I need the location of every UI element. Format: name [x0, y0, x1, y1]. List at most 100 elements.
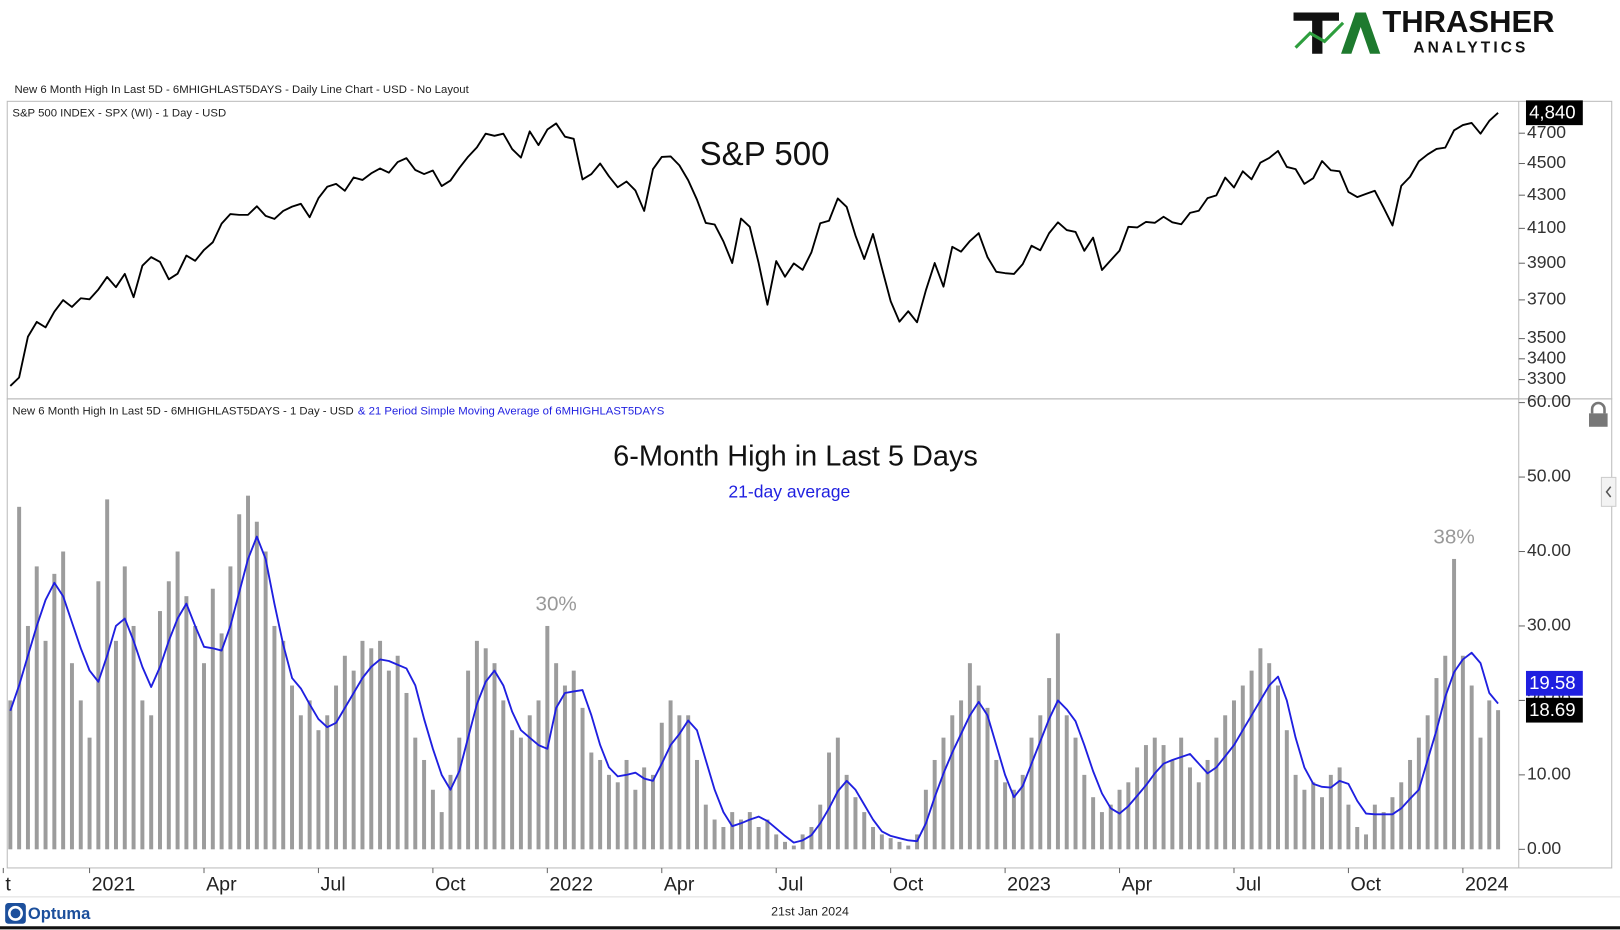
- y-tick-label: 3500: [1527, 327, 1566, 347]
- bar: [1143, 745, 1148, 850]
- bar: [1469, 685, 1474, 850]
- y-tick-label: 30.00: [1527, 615, 1571, 635]
- price-line: [9, 112, 1499, 387]
- bar: [1452, 558, 1457, 850]
- bar: [166, 581, 171, 850]
- collapse-tab[interactable]: [1600, 476, 1617, 507]
- bar: [1311, 782, 1316, 850]
- bar: [210, 588, 215, 850]
- bar: [422, 759, 427, 850]
- bar: [1073, 737, 1078, 850]
- bar: [61, 551, 66, 850]
- last-value-box: [1525, 697, 1583, 723]
- bar: [1443, 655, 1448, 850]
- bar: [316, 730, 321, 850]
- bar: [1293, 774, 1298, 850]
- annotation: 30%: [535, 593, 576, 616]
- bar: [439, 812, 444, 850]
- bar: [501, 700, 506, 850]
- bar: [25, 625, 30, 850]
- bar: [1099, 812, 1104, 850]
- bar: [1240, 685, 1245, 850]
- y-tick-label: 3300: [1527, 368, 1566, 388]
- x-tick-label: t: [5, 874, 11, 896]
- bar: [518, 737, 523, 850]
- x-tick-label: Oct: [893, 874, 924, 896]
- bar: [1179, 737, 1184, 850]
- bar: [633, 789, 638, 850]
- y-tick-label: 4500: [1527, 152, 1566, 172]
- x-tick-label: 2024: [1465, 874, 1509, 896]
- bar: [272, 625, 277, 850]
- bar: [466, 670, 471, 850]
- bar: [721, 826, 726, 850]
- bar: [959, 700, 964, 850]
- bar: [87, 737, 92, 850]
- bar: [69, 663, 74, 850]
- last-value-box: [1525, 670, 1583, 696]
- bar: [809, 826, 814, 850]
- bar: [510, 730, 515, 850]
- bar: [923, 789, 928, 850]
- bar: [862, 812, 867, 850]
- bar: [457, 737, 462, 850]
- bar: [1284, 730, 1289, 850]
- bar: [1267, 663, 1272, 850]
- bar: [1029, 737, 1034, 850]
- bar: [642, 767, 647, 850]
- bar: [298, 715, 303, 850]
- bar: [712, 819, 717, 850]
- bar: [263, 551, 268, 850]
- bar: [835, 737, 840, 850]
- footer-logo: Optuma: [5, 903, 91, 924]
- bar: [219, 633, 224, 850]
- bar: [1381, 812, 1386, 850]
- bar: [237, 514, 242, 850]
- bar: [34, 566, 39, 850]
- legend-label: & 21 Period Simple Moving Average of 6MH…: [358, 405, 665, 417]
- y-tick-label: 0.00: [1527, 838, 1561, 858]
- last-value-label: 19.58: [1529, 672, 1576, 693]
- footer-date: 21st Jan 2024: [771, 905, 849, 919]
- x-tick-label: Oct: [1350, 874, 1381, 896]
- bar: [122, 566, 127, 850]
- bar: [659, 722, 664, 850]
- bar: [1223, 715, 1228, 850]
- bar: [1205, 759, 1210, 850]
- panel-frame: [6, 398, 1613, 869]
- last-value-label: 18.69: [1529, 699, 1576, 720]
- footer-brand: Optuma: [28, 904, 91, 923]
- y-tick-label: 4300: [1527, 184, 1566, 204]
- y-tick-label: 4700: [1527, 122, 1566, 142]
- bar: [1108, 804, 1113, 850]
- bar: [149, 715, 154, 850]
- bar: [193, 625, 198, 850]
- bar: [650, 774, 655, 850]
- bar: [17, 506, 22, 850]
- logo-tagline: ANALYTICS: [1413, 40, 1528, 57]
- legend-label: New 6 Month High In Last 5D - 6MHIGHLAST…: [12, 405, 353, 417]
- bar: [430, 789, 435, 850]
- last-value-box: [1525, 100, 1583, 126]
- bar: [1390, 797, 1395, 850]
- bar: [175, 551, 180, 850]
- bar: [281, 640, 286, 850]
- bar: [1196, 782, 1201, 850]
- bar: [827, 752, 832, 850]
- bar: [1416, 737, 1421, 850]
- bar: [1187, 767, 1192, 850]
- legend-label: S&P 500 INDEX - SPX (WI) - 1 Day - USD: [12, 108, 226, 120]
- bar: [246, 495, 251, 850]
- bar: [1487, 700, 1492, 850]
- x-tick-label: Oct: [435, 874, 466, 896]
- bar: [378, 640, 383, 850]
- bar: [985, 707, 990, 850]
- bar: [976, 685, 981, 850]
- bar: [686, 715, 691, 850]
- bar: [932, 759, 937, 850]
- bar: [78, 700, 83, 850]
- bar: [536, 700, 541, 850]
- bar: [853, 797, 858, 850]
- bar: [668, 700, 673, 850]
- bar: [1091, 797, 1096, 850]
